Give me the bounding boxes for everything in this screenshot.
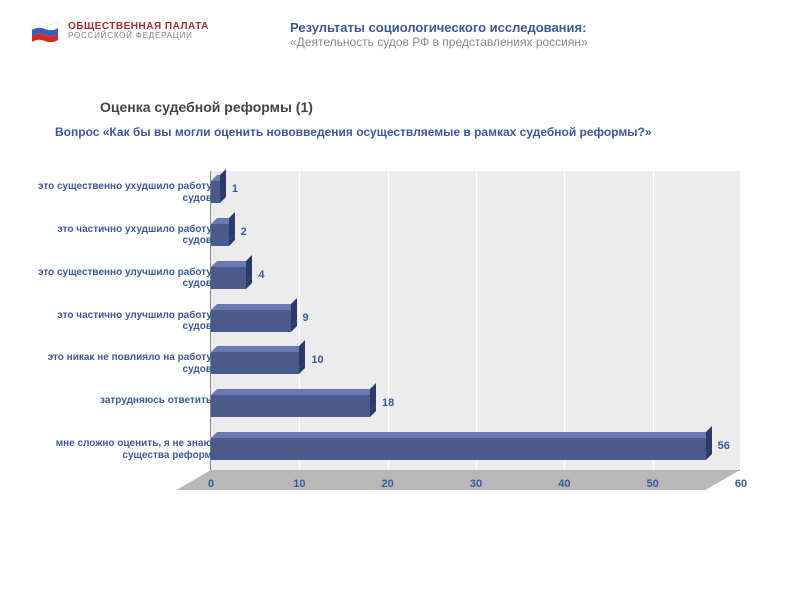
section-title: Оценка судебной реформы (1) bbox=[100, 99, 800, 115]
bar-value-label: 1 bbox=[232, 183, 238, 195]
bar: 10 bbox=[211, 352, 299, 374]
chart: 0 10 20 30 40 50 60 1 2 4 9 10 18 56 это существенно … bbox=[30, 161, 770, 521]
bar-value-label: 4 bbox=[258, 269, 264, 281]
gridline bbox=[741, 171, 742, 470]
chart-plot-area: 01020304050601249101856 bbox=[210, 171, 740, 471]
question-text: Вопрос «Как бы вы могли оценить нововвед… bbox=[55, 125, 770, 141]
bar: 2 bbox=[211, 224, 229, 246]
x-tick-label: 20 bbox=[382, 478, 394, 490]
x-tick-label: 0 bbox=[208, 478, 214, 490]
gridline bbox=[388, 171, 389, 470]
gridline bbox=[299, 171, 300, 470]
category-label: это существенно улучшило работу судов bbox=[32, 267, 212, 290]
category-label: это частично ухудшило работу судов bbox=[32, 224, 212, 247]
header: ОБЩЕСТВЕННАЯ ПАЛАТА РОССИЙСКОЙ ФЕДЕРАЦИИ… bbox=[0, 0, 800, 59]
category-label: это никак не повлияло на работу судов bbox=[32, 352, 212, 375]
flag-icon bbox=[30, 20, 60, 42]
category-label: затрудняюсь ответить bbox=[32, 395, 212, 407]
bar-value-label: 18 bbox=[382, 397, 394, 409]
bar: 56 bbox=[211, 438, 706, 460]
bar: 18 bbox=[211, 395, 370, 417]
x-tick-label: 30 bbox=[470, 478, 482, 490]
gridline bbox=[476, 171, 477, 470]
title-main: Результаты социологического исследования… bbox=[290, 20, 770, 35]
bar-value-label: 9 bbox=[303, 312, 309, 324]
bar-value-label: 2 bbox=[241, 226, 247, 238]
org-text: ОБЩЕСТВЕННАЯ ПАЛАТА РОССИЙСКОЙ ФЕДЕРАЦИИ bbox=[68, 21, 209, 41]
title-sub: «Деятельность судов РФ в представлениях … bbox=[290, 35, 770, 49]
gridline bbox=[564, 171, 565, 470]
bar: 1 bbox=[211, 181, 220, 203]
org-sub: РОССИЙСКОЙ ФЕДЕРАЦИИ bbox=[68, 32, 209, 41]
logo-block: ОБЩЕСТВЕННАЯ ПАЛАТА РОССИЙСКОЙ ФЕДЕРАЦИИ bbox=[30, 20, 270, 42]
x-tick-label: 40 bbox=[558, 478, 570, 490]
category-label: это существенно ухудшило работу судов bbox=[32, 181, 212, 204]
title-block: Результаты социологического исследования… bbox=[270, 20, 770, 49]
bar-value-label: 56 bbox=[718, 440, 730, 452]
bar: 4 bbox=[211, 267, 246, 289]
x-tick-label: 60 bbox=[735, 478, 747, 490]
category-label: это частично улучшило работу судов bbox=[32, 310, 212, 333]
bar: 9 bbox=[211, 310, 291, 332]
gridline bbox=[653, 171, 654, 470]
category-label: мне сложно оценить, я не знаю существа р… bbox=[32, 438, 212, 461]
x-tick-label: 10 bbox=[293, 478, 305, 490]
x-tick-label: 50 bbox=[647, 478, 659, 490]
bar-value-label: 10 bbox=[311, 354, 323, 366]
